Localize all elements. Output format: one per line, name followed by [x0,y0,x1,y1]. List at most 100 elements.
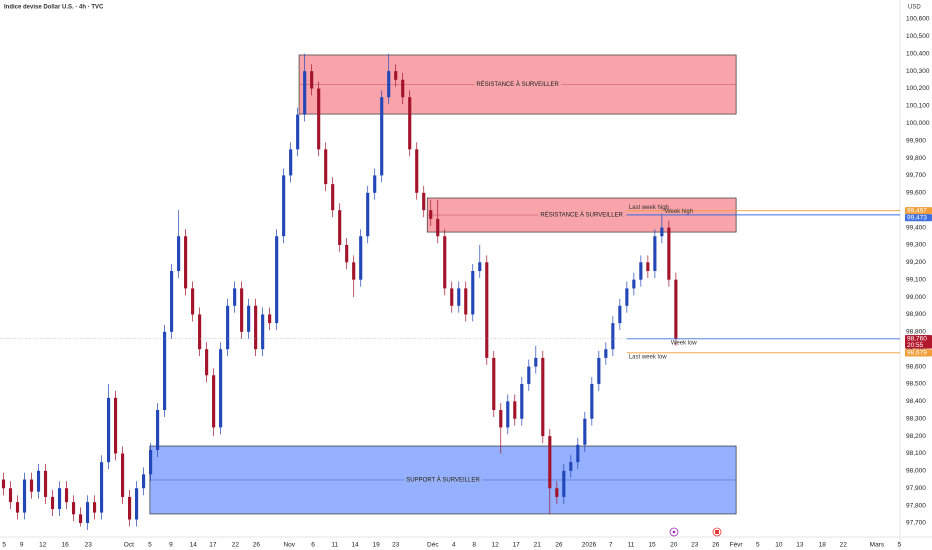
candle-body [268,314,272,324]
candle-body [289,149,293,176]
candle-body [120,453,125,497]
candle-body [457,288,461,306]
candle-body [394,71,398,80]
candle-body [569,462,573,471]
level-label: Week high [665,209,693,215]
candle-body [43,470,48,497]
y-tick-label: 100,300 [906,68,930,75]
candle-body [78,514,83,523]
candle-body [534,357,538,367]
y-tick-label: 100,400 [906,50,930,57]
candle-body [485,262,489,358]
y-tick-label: 98,400 [906,398,926,405]
candle-body [92,502,97,513]
candle-body [548,436,552,489]
candle-body [408,97,412,150]
x-tick-label: 12 [39,542,47,549]
zone-label: RÉSISTANCE À SURVEILLER [476,81,559,88]
candle-body [401,79,405,98]
candle-body [99,462,104,513]
candle-body [660,227,664,237]
candle-body [352,262,356,280]
x-tick-label: 12 [492,542,500,549]
candle-body [618,305,622,324]
candle-body [205,349,209,376]
candle-body [233,288,237,306]
y-tick-label: 97,700 [906,520,926,527]
x-tick-label: 26 [253,542,261,549]
x-tick-label: 14 [351,542,359,549]
candle-body [429,210,433,219]
candle-body [29,479,34,492]
level-label: Last week low [629,354,667,360]
candle-body [106,397,111,463]
candle-body [303,71,307,115]
y-tick-label: 100,100 [906,103,930,110]
x-tick-label: 10 [775,542,783,549]
x-tick-label: Déc [427,542,439,549]
candle-body [443,236,447,289]
candle-body [324,149,328,185]
candle-body [667,227,671,280]
last-price-tag: 98,760 [907,335,927,342]
candle-body [492,357,496,411]
y-tick-label: 100,600 [906,16,930,23]
candle-body [113,397,118,454]
candle-body [639,262,643,280]
y-tick-label: 100,500 [906,33,930,40]
x-tick-label: 9 [20,542,24,549]
x-tick-label: 21 [534,542,542,549]
candle-body [478,262,482,271]
x-tick-label: 16 [62,542,70,549]
candle-body [254,305,258,350]
candle-body [177,236,181,271]
candle-body [338,210,342,245]
candle-body [583,418,587,445]
y-tick-label: 100,200 [906,85,930,92]
x-tick-label: 11 [331,542,338,549]
y-tick-label: 99,900 [906,137,926,144]
candle-body [64,488,69,503]
candle-body [345,244,349,263]
candle-body [85,502,90,523]
chart-title: Indice devise Dollar U.S. · 4h · TVC [4,5,104,11]
candle-body [422,192,426,211]
candle-body [604,349,608,358]
y-tick-label: 99,300 [906,242,926,249]
candle-body [590,383,594,419]
x-tick-label: 19 [372,542,380,549]
x-tick-label: 15 [648,542,656,549]
x-tick-label: 17 [513,542,521,549]
zone-label-bg [538,211,626,219]
x-tick-label: 6 [311,542,315,549]
x-tick-label: 13 [796,542,804,549]
x-tick-label: Mars [870,542,885,549]
y-tick-label: 97,800 [906,502,926,509]
candle-body [464,288,468,315]
candle-body [36,470,41,492]
x-tick-label: 22 [232,542,240,549]
x-tick-label: 26 [712,542,720,549]
x-tick-label: 20 [670,542,678,549]
level-label: Week low [671,340,698,346]
candle-body [198,314,202,350]
candle-body [71,502,76,515]
y-tick-label: 98,600 [906,363,926,370]
candle-body [646,262,650,271]
candle-body [127,496,132,520]
candle-body [625,288,629,306]
y-tick-label: 99,600 [906,190,926,197]
zone-label: SUPPORT À SURVEILLER [406,477,480,484]
candle-body [380,97,384,176]
price-tag: 99,497 [907,207,927,214]
currency-label: USD [908,5,921,11]
x-tick-label: 7 [609,542,613,549]
candle-body [632,279,636,289]
y-tick-label: 99,400 [906,224,926,231]
candle-body [156,410,160,451]
candle-body [247,305,251,332]
candle-body [275,236,279,324]
x-tick-label: 17 [209,542,217,549]
